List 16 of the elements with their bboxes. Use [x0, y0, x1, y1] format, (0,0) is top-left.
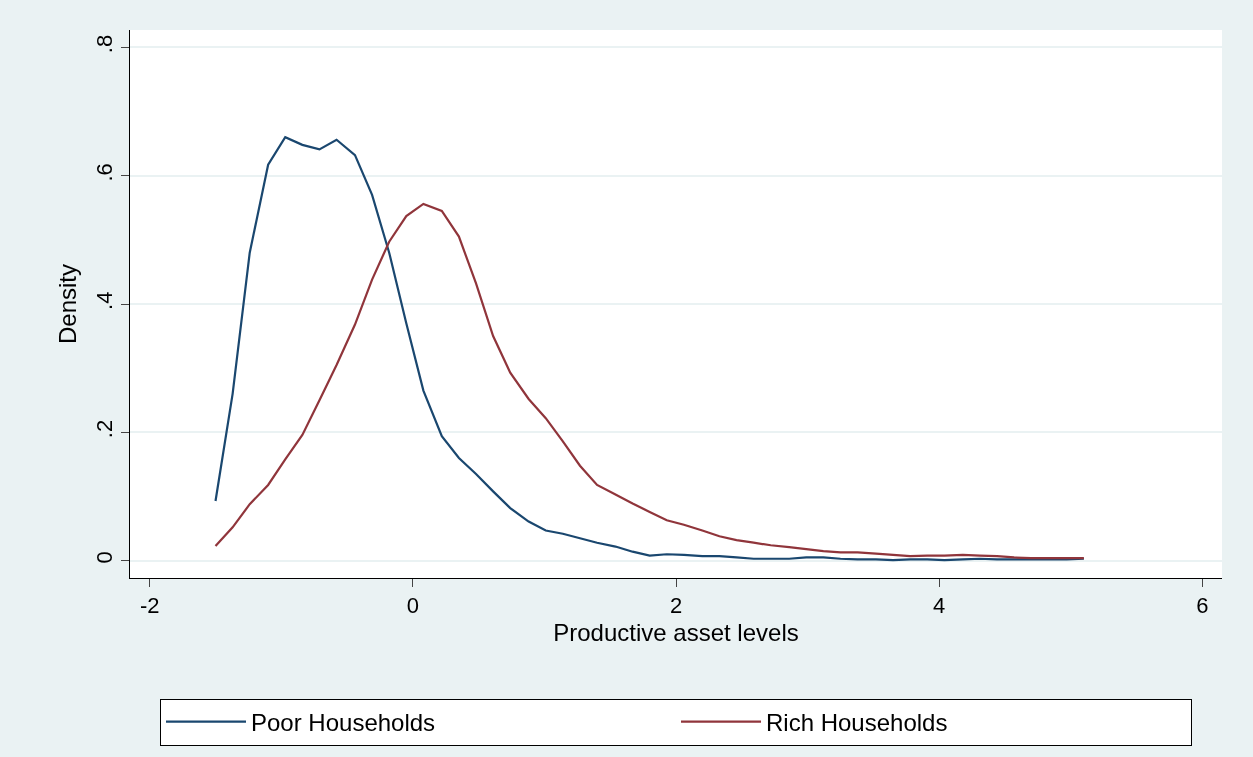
x-tick-label: 2 — [669, 593, 683, 619]
x-tick-label: 0 — [406, 593, 419, 619]
line-series — [214, 136, 1085, 562]
y-tick-label: .6 — [92, 163, 118, 182]
y-axis-title: Density — [54, 263, 82, 345]
legend-label: Poor Households — [251, 709, 436, 737]
legend-label: Rich Households — [766, 709, 948, 737]
x-tick-label: 6 — [1196, 593, 1209, 619]
y-tick-label: .2 — [92, 419, 118, 439]
y-tick-label: 0 — [92, 551, 118, 564]
line-series — [214, 202, 1085, 560]
x-tick-label: -2 — [139, 593, 160, 619]
y-tick-label: .8 — [92, 34, 118, 54]
x-axis-title: Productive asset levels — [553, 618, 799, 646]
y-tick-label: .4 — [92, 291, 118, 310]
x-tick-label: 4 — [933, 593, 946, 619]
